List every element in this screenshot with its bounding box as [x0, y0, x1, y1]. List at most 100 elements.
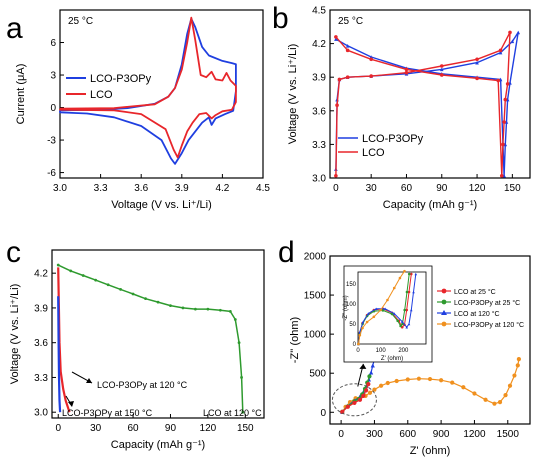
- main-series-marker-red: [361, 393, 366, 398]
- series-marker-0: [334, 37, 338, 41]
- inset-y-tick-label: 50: [349, 322, 356, 328]
- series-marker-1: [475, 76, 479, 81]
- x-tick-label: 1500: [497, 429, 520, 440]
- y-axis-label: Voltage (V vs. Li⁺/Li): [287, 44, 299, 145]
- inset-x-tick-label: 100: [376, 348, 387, 354]
- panel-letter-c: c: [6, 236, 21, 269]
- x-tick-label: 60: [127, 423, 139, 434]
- y-tick-label: 3.0: [312, 174, 326, 185]
- y-tick-label: 3.9: [34, 303, 48, 314]
- main-series-marker-orange: [472, 391, 477, 396]
- main-series-marker-orange: [416, 376, 421, 381]
- series-line-2: [57, 296, 62, 413]
- y-tick-label: 3.9: [312, 73, 326, 84]
- series-marker-1: [508, 30, 512, 35]
- series-marker-1: [335, 103, 339, 107]
- panel-letter-d: d: [278, 236, 295, 269]
- y-tick-label: 4.5: [312, 6, 326, 17]
- main-series-marker-orange: [439, 378, 444, 383]
- x-tick-label: 0: [338, 429, 344, 440]
- main-series-marker-red: [364, 388, 369, 393]
- inset-series-marker-blue: [374, 307, 378, 311]
- y-tick-label: 3.3: [34, 373, 48, 384]
- legend-label-1: LCO: [90, 89, 113, 101]
- y-tick-label: 6: [50, 38, 56, 49]
- panel-b-charge-discharge-chart: 0 30 60 90 120 150 3.0 3.3 3.6 3.9 4.2 4.5 Capacity …: [287, 6, 531, 211]
- main-series-marker-blue: [369, 370, 374, 375]
- inset-series-marker-red: [405, 308, 409, 312]
- series-marker-1: [502, 120, 506, 124]
- y-tick-label: 4.2: [34, 269, 48, 280]
- inset-x-axis-label: Z' (ohm): [381, 356, 403, 362]
- x-tick-label: 60: [401, 183, 413, 194]
- annotation-arrowhead-120: [86, 378, 92, 383]
- main-series-marker-blue: [370, 363, 375, 368]
- x-tick-label: 4.2: [215, 183, 229, 194]
- inset-y-tick-label: 0: [353, 342, 357, 348]
- inset-series-marker-blue: [392, 312, 396, 315]
- x-axis-label: Z' (ohm): [410, 445, 451, 457]
- series-marker-1: [503, 97, 508, 102]
- inset-series-marker-green: [381, 309, 385, 312]
- inset-series-marker-blue: [414, 272, 418, 276]
- inset-series-marker-orange: [379, 308, 382, 312]
- series-marker-0: [206, 307, 210, 311]
- series-marker-1: [439, 64, 444, 68]
- annotation-p3opy-120: LCO-P3OPy at 120 °C: [97, 380, 188, 390]
- series-marker-0: [228, 310, 232, 313]
- annotation-lco-120: LCO at 120 °C: [203, 408, 262, 418]
- series-marker-1: [334, 173, 338, 178]
- legend-label-3: LCO-P3OPy at 120 °C: [454, 321, 524, 329]
- series-marker-1: [404, 67, 409, 72]
- panel-a-cv-chart: 3.0 3.3 3.6 3.9 4.2 4.5 -6 -3 0 3 6 Voltage (V vs. …: [15, 9, 270, 211]
- main-series-marker-red: [366, 382, 371, 387]
- series-marker-0: [241, 410, 245, 414]
- legend-swatch-marker-2: [441, 310, 447, 315]
- series-line-1: [59, 16, 237, 159]
- inset-series-line-orange: [358, 270, 405, 345]
- x-tick-label: 30: [90, 423, 102, 434]
- series-marker-1: [439, 73, 444, 77]
- x-tick-label: 3.3: [94, 183, 108, 194]
- series-marker-0: [240, 376, 243, 379]
- main-series-marker-orange: [516, 357, 521, 362]
- zoom-region-ellipse: [331, 383, 377, 417]
- main-series-marker-orange: [372, 387, 377, 392]
- series-line-1: [335, 31, 511, 177]
- main-series-marker-orange: [405, 377, 410, 382]
- series-marker-1: [369, 74, 373, 78]
- inset-series-marker-green: [403, 308, 406, 312]
- y-tick-label: 1500: [304, 291, 327, 302]
- series-marker-1: [404, 70, 409, 75]
- y-tick-label: 500: [309, 369, 326, 380]
- temperature-annotation: 25 °C: [68, 16, 93, 27]
- series-line-0: [59, 17, 237, 165]
- x-tick-label: 30: [366, 183, 378, 194]
- inset-series-marker-blue: [383, 307, 387, 311]
- x-axis-label: Voltage (V vs. Li⁺/Li): [111, 199, 212, 211]
- inset-x-tick-label: 200: [398, 348, 409, 354]
- legend-swatch-marker-0: [441, 288, 447, 294]
- inset-series-marker-red: [407, 290, 411, 294]
- series-marker-1: [475, 57, 479, 62]
- plot-frame: [329, 255, 531, 425]
- plot-frame: [329, 9, 531, 179]
- inset-series-marker-orange: [358, 333, 362, 337]
- legend-label-0: LCO at 25 °C: [454, 288, 496, 296]
- x-tick-label: 3.9: [175, 183, 189, 194]
- y-tick-label: -6: [47, 168, 56, 179]
- zoom-arrowhead: [359, 363, 367, 369]
- x-tick-label: 150: [504, 183, 521, 194]
- legend-label-1: LCO: [362, 147, 385, 159]
- y-tick-label: 0: [50, 103, 56, 114]
- main-series-marker-orange: [379, 383, 384, 388]
- y-tick-label: 3.3: [312, 140, 326, 151]
- series-marker-0: [237, 341, 241, 345]
- inset-series-marker-orange: [361, 326, 364, 330]
- series-marker-0: [510, 39, 515, 44]
- main-series-marker-orange: [503, 392, 508, 398]
- y-tick-label: 3.6: [34, 338, 48, 349]
- y-tick-label: 3.0: [34, 408, 48, 419]
- inset-x-tick-label: 0: [356, 348, 360, 354]
- inset-series-marker-blue: [405, 325, 409, 329]
